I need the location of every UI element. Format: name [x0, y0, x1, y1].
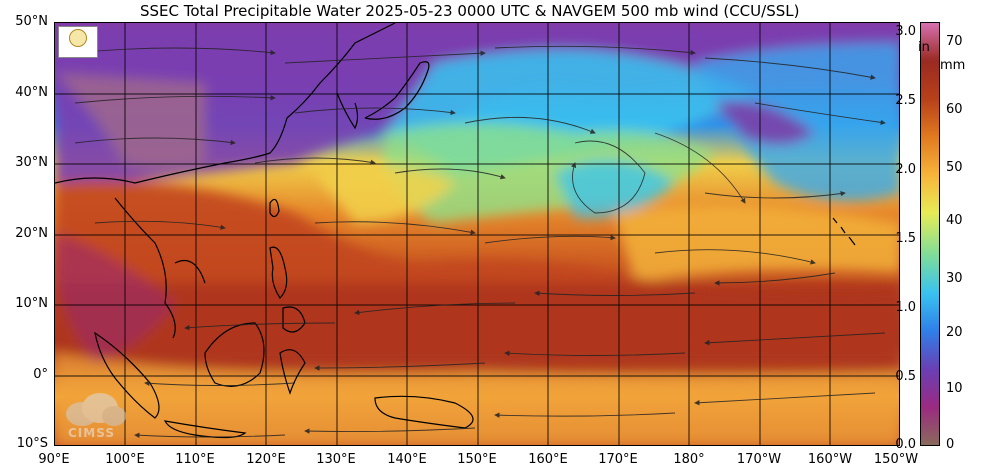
lat-label-10n: 10°N — [15, 296, 48, 311]
colorbar-mm-tick: 60 — [946, 102, 963, 117]
colorbar-in-tick: 0.5 — [895, 369, 916, 384]
colorbar-unit-in: in — [918, 40, 930, 55]
lat-label-50n: 50°N — [15, 14, 48, 29]
colorbar-in-tick: 2.0 — [895, 162, 916, 177]
lon-label-150e: 150°E — [457, 452, 497, 467]
colorbar-mm-tick: 50 — [946, 160, 963, 175]
colorbar-mm-tick: 20 — [946, 325, 963, 340]
lon-label-160e: 160°E — [528, 452, 568, 467]
colorbar-mm-tick: 10 — [946, 381, 963, 396]
cimss-label: CIMSS — [68, 426, 115, 440]
colorbar-in-tick: 3.0 — [895, 24, 916, 39]
lat-label-40n: 40°N — [15, 85, 48, 100]
lon-label-120e: 120°E — [246, 452, 286, 467]
lon-label-170w: 170°W — [736, 452, 782, 467]
lon-label-180: 180° — [673, 452, 705, 467]
precipitable-water-map — [54, 22, 900, 446]
colorbar-in-tick: 2.5 — [895, 93, 916, 108]
colorbar-unit-mm: mm — [940, 58, 966, 73]
cimss-logo: CIMSS — [60, 388, 126, 444]
lat-label-20n: 20°N — [15, 226, 48, 241]
lon-label-150w: 150°W — [873, 452, 919, 467]
lat-label-30n: 30°N — [15, 155, 48, 170]
lon-label-140e: 140°E — [387, 452, 427, 467]
lon-label-90e: 90°E — [38, 452, 70, 467]
colorbar-mm-tick: 30 — [946, 271, 963, 286]
graticule — [55, 23, 899, 445]
colorbar-mm-tick: 40 — [946, 213, 963, 228]
lon-label-160w: 160°W — [807, 452, 853, 467]
colorbar-mm-tick: 0 — [946, 437, 955, 452]
map-title: SSEC Total Precipitable Water 2025-05-23… — [140, 2, 800, 20]
lat-label-10s: 10°S — [16, 436, 48, 451]
colorbar-mm-tick: 70 — [946, 34, 963, 49]
ssec-logo — [58, 26, 98, 58]
lon-label-110e: 110°E — [175, 452, 215, 467]
wind-streamlines — [74, 45, 886, 438]
lat-label-0: 0° — [33, 367, 48, 382]
colorbar-in-tick: 0.0 — [895, 437, 916, 452]
colorbar — [920, 22, 940, 446]
lon-label-170e: 170°E — [598, 452, 638, 467]
seal-icon — [69, 29, 87, 47]
cimss-cloud-icon — [66, 393, 126, 426]
lon-label-100e: 100°E — [105, 452, 145, 467]
colorbar-in-tick: 1.5 — [895, 231, 916, 246]
lon-label-130e: 130°E — [316, 452, 356, 467]
colorbar-in-tick: 1.0 — [895, 300, 916, 315]
